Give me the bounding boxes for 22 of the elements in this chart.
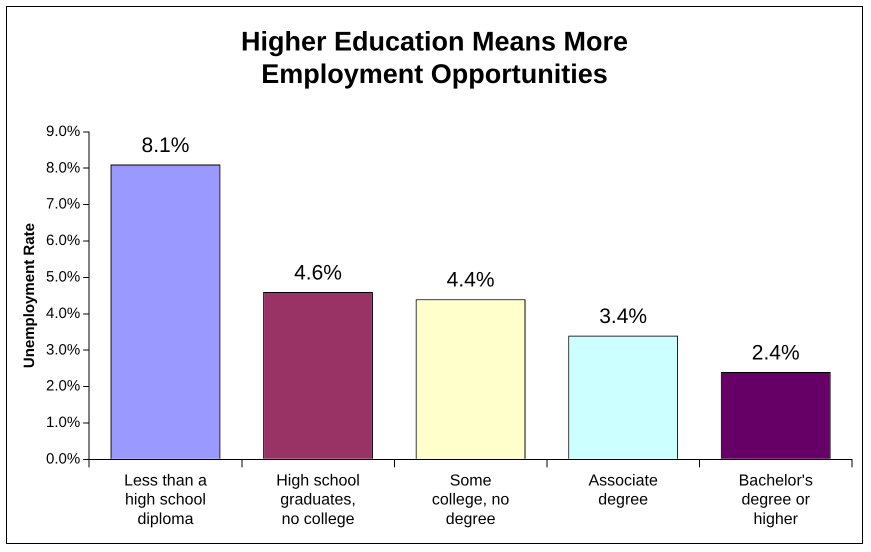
y-tick-label: 0.0% (46, 450, 80, 468)
x-tick-label: Associate degree (588, 472, 658, 509)
x-tick-label: Bachelor's degree or higher (738, 472, 813, 528)
x-tick-label: Less than a high school diploma (124, 472, 207, 528)
y-axis-title: Unemployment Rate (21, 223, 38, 368)
data-label: 8.1% (142, 134, 190, 157)
y-tick-label: 1.0% (46, 414, 80, 432)
y-tick-label: 5.0% (46, 268, 80, 286)
data-label: 2.4% (752, 341, 800, 364)
y-tick-label: 3.0% (46, 341, 80, 358)
y-tick-label: 9.0% (46, 122, 80, 140)
chart-title: Higher Education Means More Employment Opportunities (240, 26, 628, 90)
y-tick-label: 4.0% (46, 304, 80, 322)
x-tick-label: Some college, no degree (432, 472, 510, 528)
y-tick-label: 7.0% (46, 196, 80, 213)
y-tick-label: 8.0% (46, 159, 80, 176)
data-label: 4.4% (446, 268, 495, 292)
data-label: 3.4% (599, 304, 648, 328)
data-label: 4.6% (294, 261, 342, 284)
y-tick-label: 6.0% (46, 232, 80, 250)
y-tick-label: 2.0% (46, 378, 80, 395)
x-tick-label: High school graduates, no college (276, 472, 360, 528)
